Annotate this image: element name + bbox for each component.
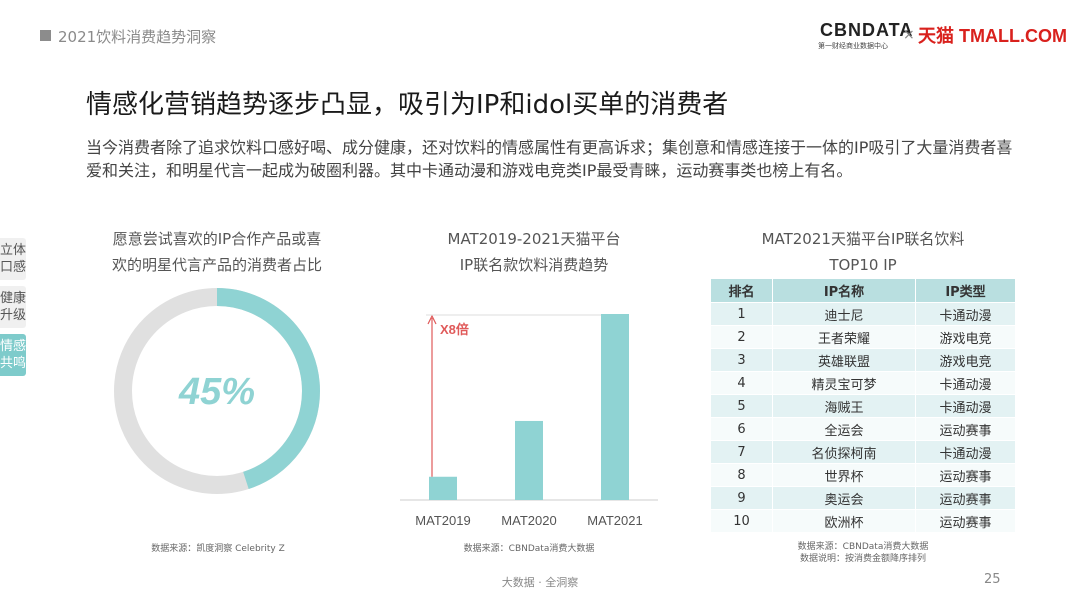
header: 2021饮料消费趋势洞察 CBNDATA 第一财经商业数据中心 × 天猫 TMA… [0, 0, 1080, 56]
page-number: 25 [984, 572, 1001, 587]
header-square-icon [40, 30, 51, 41]
logo-separator: × [903, 27, 915, 43]
column-header-ip-type: IP类型 [915, 278, 1016, 303]
table-header-row: 排名 IP名称 IP类型 [710, 278, 1016, 303]
donut-slice-value [114, 288, 320, 494]
side-tabs: 立体口感 健康升级 情感共鸣 [0, 238, 26, 382]
cell-rank: 9 [710, 486, 773, 510]
donut-source: 数据来源：凯度洞察 Celebrity Z [151, 544, 285, 554]
cell-ip-name: 英雄联盟 [772, 348, 916, 372]
cell-ip-type: 运动赛事 [915, 509, 1016, 533]
cbndata-logo: CBNDATA [820, 20, 914, 40]
cell-rank: 3 [710, 348, 773, 372]
cell-ip-name: 王者荣耀 [772, 325, 916, 349]
column-header-ip-name: IP名称 [772, 278, 916, 303]
table-row: 5 海贼王 卡通动漫 [710, 394, 1016, 418]
cell-ip-type: 游戏电竞 [915, 348, 1016, 372]
footer-slogan: 大数据 · 全洞察 [501, 576, 579, 589]
table-row: 3 英雄联盟 游戏电竞 [710, 348, 1016, 372]
cell-ip-type: 运动赛事 [915, 463, 1016, 487]
side-tab-emotion[interactable]: 情感共鸣 [0, 334, 26, 376]
cell-ip-name: 欧洲杯 [772, 509, 916, 533]
donut-panel-title: 愿意尝试喜欢的IP合作产品或喜 欢的明星代言产品的消费者占比 [86, 226, 348, 278]
cell-ip-type: 卡通动漫 [915, 371, 1016, 395]
table-row: 4 精灵宝可梦 卡通动漫 [710, 371, 1016, 395]
bar-source: 数据来源：CBNData消费大数据 [463, 544, 595, 554]
table-row: 7 名侦探柯南 卡通动漫 [710, 440, 1016, 464]
side-tab-label: 立体口感 [0, 243, 27, 275]
side-tab-label: 情感共鸣 [0, 339, 27, 371]
table-row: 10 欧洲杯 运动赛事 [710, 509, 1016, 533]
x-tick-label: MAT2020 [501, 513, 556, 528]
table-row: 1 迪士尼 卡通动漫 [710, 302, 1016, 326]
table-row: 9 奥运会 运动赛事 [710, 486, 1016, 510]
bar [601, 314, 629, 500]
table-source: 数据来源：CBNData消费大数据 数据说明：按消费金额降序排列 [760, 541, 966, 565]
side-tab-health[interactable]: 健康升级 [0, 286, 26, 328]
cell-rank: 6 [710, 417, 773, 441]
bar-title-line1: MAT2019-2021天猫平台 [447, 230, 621, 248]
cell-ip-type: 卡通动漫 [915, 302, 1016, 326]
header-title: 2021饮料消费趋势洞察 [58, 28, 217, 46]
cell-rank: 4 [710, 371, 773, 395]
cell-ip-name: 迪士尼 [772, 302, 916, 326]
table-row: 6 全运会 运动赛事 [710, 417, 1016, 441]
donut-title-line2: 欢的明星代言产品的消费者占比 [111, 256, 322, 274]
table-body: 1 迪士尼 卡通动漫 2 王者荣耀 游戏电竞 3 英雄联盟 游戏电竞 4 精灵宝可梦 卡通动漫 5 海贼王… [710, 302, 1016, 533]
cell-rank: 7 [710, 440, 773, 464]
donut-svg: 45% [114, 288, 320, 494]
table-panel-title: MAT2021天猫平台IP联名饮料 TOP10 IP [710, 226, 1016, 278]
cell-ip-name: 精灵宝可梦 [772, 371, 916, 395]
cell-ip-name: 奥运会 [772, 486, 916, 510]
donut-title-line1: 愿意尝试喜欢的IP合作产品或喜 [112, 230, 322, 248]
side-tab-texture[interactable]: 立体口感 [0, 238, 26, 280]
cell-ip-type: 运动赛事 [915, 417, 1016, 441]
cell-rank: 8 [710, 463, 773, 487]
column-header-rank: 排名 [710, 278, 773, 303]
table-source-line1: 数据来源：CBNData消费大数据 [797, 542, 929, 552]
growth-annotation: X8倍 [440, 322, 469, 337]
x-tick-label: MAT2021 [587, 513, 642, 528]
table-source-line2: 数据说明：按消费金额降序排列 [799, 554, 926, 564]
cell-ip-name: 全运会 [772, 417, 916, 441]
cell-ip-type: 运动赛事 [915, 486, 1016, 510]
x-tick-label: MAT2019 [415, 513, 470, 528]
bar-title-line2: IP联名款饮料消费趋势 [459, 256, 609, 274]
bar-panel-title: MAT2019-2021天猫平台 IP联名款饮料消费趋势 [402, 226, 666, 278]
cell-ip-name: 海贼王 [772, 394, 916, 418]
table-title-line1: MAT2021天猫平台IP联名饮料 [761, 230, 965, 248]
table-row: 2 王者荣耀 游戏电竞 [710, 325, 1016, 349]
cell-rank: 2 [710, 325, 773, 349]
growth-arrow-head-icon [427, 314, 437, 325]
donut-chart: 45% [108, 282, 326, 500]
bar-chart: MAT2019 MAT2020 MAT2021 X8倍 [400, 314, 658, 528]
bar [515, 420, 543, 500]
bar [429, 476, 457, 500]
cell-rank: 1 [710, 302, 773, 326]
cell-ip-name: 名侦探柯南 [772, 440, 916, 464]
page-description: 当今消费者除了追求饮料口感好喝、成分健康，还对饮料的情感属性有更高诉求；集创意和… [86, 138, 1013, 180]
cell-ip-type: 卡通动漫 [915, 394, 1016, 418]
cell-rank: 5 [710, 394, 773, 418]
page-title: 情感化营销趋势逐步凸显，吸引为IP和idol买单的消费者 [86, 90, 729, 120]
ip-ranking-table: 排名 IP名称 IP类型 1 迪士尼 卡通动漫 2 王者荣耀 游戏电竞 3 英雄联盟 游戏电竞 4… [710, 278, 1016, 533]
table-row: 8 世界杯 运动赛事 [710, 463, 1016, 487]
cell-ip-type: 游戏电竞 [915, 325, 1016, 349]
cell-ip-name: 世界杯 [772, 463, 916, 487]
cell-ip-type: 卡通动漫 [915, 440, 1016, 464]
cell-rank: 10 [710, 509, 773, 533]
tmall-logo: 天猫 TMALL.COM [918, 26, 1067, 46]
table-title-line2: TOP10 IP [829, 256, 897, 274]
side-tab-label: 健康升级 [0, 291, 27, 323]
cbndata-logo-subtitle: 第一财经商业数据中心 [818, 42, 888, 50]
donut-center-label: 45% [178, 371, 255, 413]
